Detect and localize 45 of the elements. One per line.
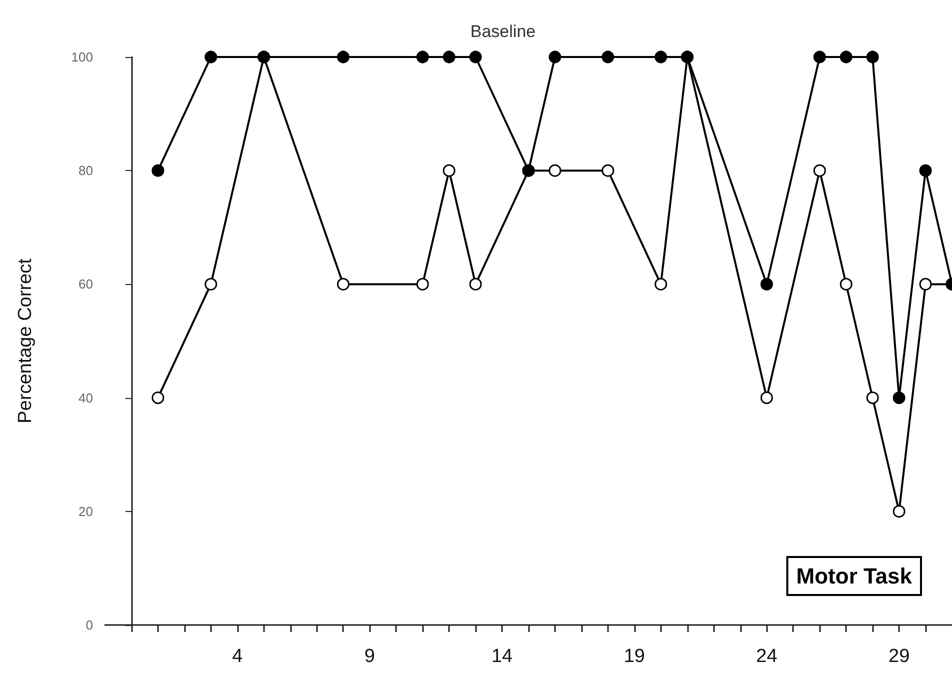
point: [548, 50, 562, 64]
point: [152, 392, 164, 404]
point: [654, 278, 668, 290]
point: [654, 50, 668, 64]
point: [548, 164, 562, 177]
y-tick-label: 80: [78, 163, 93, 178]
point: [469, 50, 482, 64]
point: [602, 164, 614, 177]
x-tick-label: 9: [364, 646, 375, 667]
point: [204, 50, 218, 64]
point: [840, 50, 852, 64]
y-tick-label: 100: [71, 50, 93, 64]
x-tick-label: 29: [888, 646, 910, 667]
x-tick-label: 19: [624, 646, 645, 667]
y-axis-title: Percentage Correct: [15, 258, 36, 424]
y-tick-label: 40: [78, 390, 93, 406]
point: [866, 392, 879, 404]
y-tick-label: 60: [78, 276, 93, 292]
point: [919, 164, 932, 177]
point: [416, 278, 429, 290]
point: [919, 278, 932, 290]
y-tick-label: 20: [78, 504, 93, 519]
point: [840, 278, 852, 290]
point: [892, 505, 906, 518]
x-tick-label: 24: [756, 646, 778, 667]
point: [442, 50, 456, 64]
annotation: Motor Task: [796, 564, 913, 588]
point: [892, 392, 906, 404]
point: [336, 50, 350, 64]
x-tick-label: 14: [491, 646, 514, 667]
point: [442, 164, 456, 177]
point: [760, 278, 773, 290]
point: [336, 278, 350, 290]
point: [469, 278, 482, 290]
y-tick-label: 0: [86, 618, 93, 632]
point: [204, 278, 218, 290]
chart-title: Baseline: [470, 22, 536, 41]
point: [866, 50, 879, 64]
point: [416, 50, 429, 64]
point: [813, 50, 826, 64]
x-tick-label: 4: [232, 646, 244, 667]
point: [152, 164, 164, 177]
point: [602, 50, 614, 64]
point: [813, 164, 826, 177]
point: [760, 392, 773, 404]
